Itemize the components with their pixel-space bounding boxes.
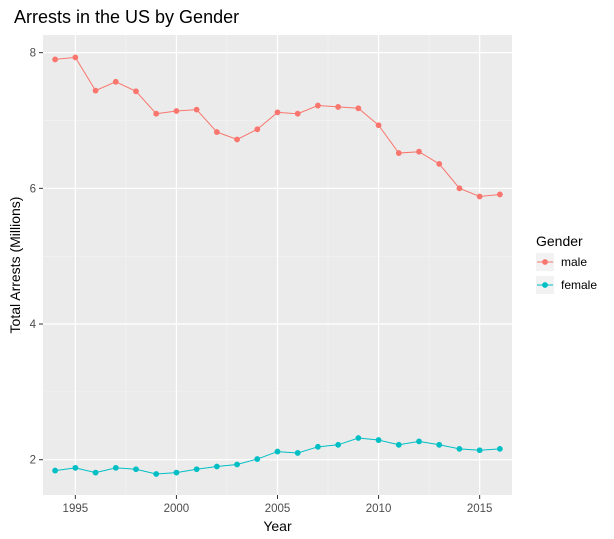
female-data-point — [476, 447, 483, 454]
male-data-point — [112, 78, 119, 85]
male-data-point — [476, 193, 483, 200]
female-data-point — [456, 445, 463, 452]
male-data-point — [133, 88, 139, 95]
x-axis-title: Year — [263, 518, 292, 534]
male-data-point — [173, 108, 180, 114]
male-data-point — [496, 191, 503, 198]
legend: Gender male female — [536, 233, 597, 294]
female-data-point — [335, 441, 342, 448]
male-data-point — [416, 148, 422, 155]
female-data-point — [375, 437, 382, 443]
male-data-point — [335, 104, 342, 110]
x-tick-label: 2000 — [164, 503, 190, 515]
male-data-point — [52, 56, 59, 63]
male-data-point — [234, 136, 240, 143]
male-data-point — [375, 122, 382, 129]
male-legend-point — [542, 259, 548, 265]
x-tick-label: 1995 — [63, 503, 89, 515]
female-data-point — [294, 450, 301, 456]
male-data-point — [315, 102, 321, 109]
female-data-point — [193, 466, 200, 473]
y-axis-title: Total Arrests (Millions) — [7, 197, 23, 334]
x-axis: 1995 2000 2005 2010 2015 — [63, 495, 493, 515]
x-tick-label: 2005 — [265, 503, 291, 515]
y-axis: 2 4 6 8 — [30, 48, 43, 467]
male-data-point — [213, 129, 220, 135]
chart-title: Arrests in the US by Gender — [14, 7, 239, 27]
male-data-point — [395, 150, 402, 156]
female-data-point — [72, 464, 79, 471]
x-tick-label: 2015 — [467, 503, 493, 515]
female-data-point — [52, 467, 59, 474]
male-data-point — [274, 109, 281, 116]
female-legend-label: female — [561, 278, 597, 292]
male-data-point — [355, 105, 362, 112]
series-layer — [52, 54, 503, 477]
y-tick-label: 4 — [30, 319, 37, 331]
female-data-point — [213, 463, 220, 470]
female-data-point — [416, 438, 422, 445]
male-data-point — [153, 110, 160, 117]
female-data-point — [92, 469, 99, 476]
female-data-point — [395, 441, 402, 448]
female-data-point — [315, 443, 321, 450]
y-tick-label: 8 — [30, 48, 36, 60]
female-data-point — [496, 445, 503, 452]
male-data-point — [92, 87, 99, 94]
female-data-point — [112, 464, 119, 471]
female-data-point — [133, 466, 139, 473]
male-data-point — [72, 54, 79, 61]
female-data-point — [153, 471, 160, 477]
female-data-point — [274, 448, 281, 455]
male-data-point — [294, 110, 301, 117]
female-legend-point — [542, 282, 548, 288]
female-data-point — [355, 435, 362, 441]
female-data-point — [173, 469, 180, 476]
male-data-point — [456, 185, 463, 192]
female-data-point — [254, 456, 261, 462]
female-data-point — [234, 461, 240, 468]
male-data-point — [193, 106, 200, 113]
female-data-point — [436, 441, 443, 448]
male-data-point — [436, 161, 443, 167]
male-legend-label: male — [561, 255, 587, 269]
y-tick-label: 6 — [30, 183, 36, 195]
x-tick-label: 2010 — [366, 503, 392, 515]
male-data-point — [254, 126, 261, 133]
legend-title: Gender — [536, 233, 583, 249]
y-tick-label: 2 — [30, 455, 36, 467]
